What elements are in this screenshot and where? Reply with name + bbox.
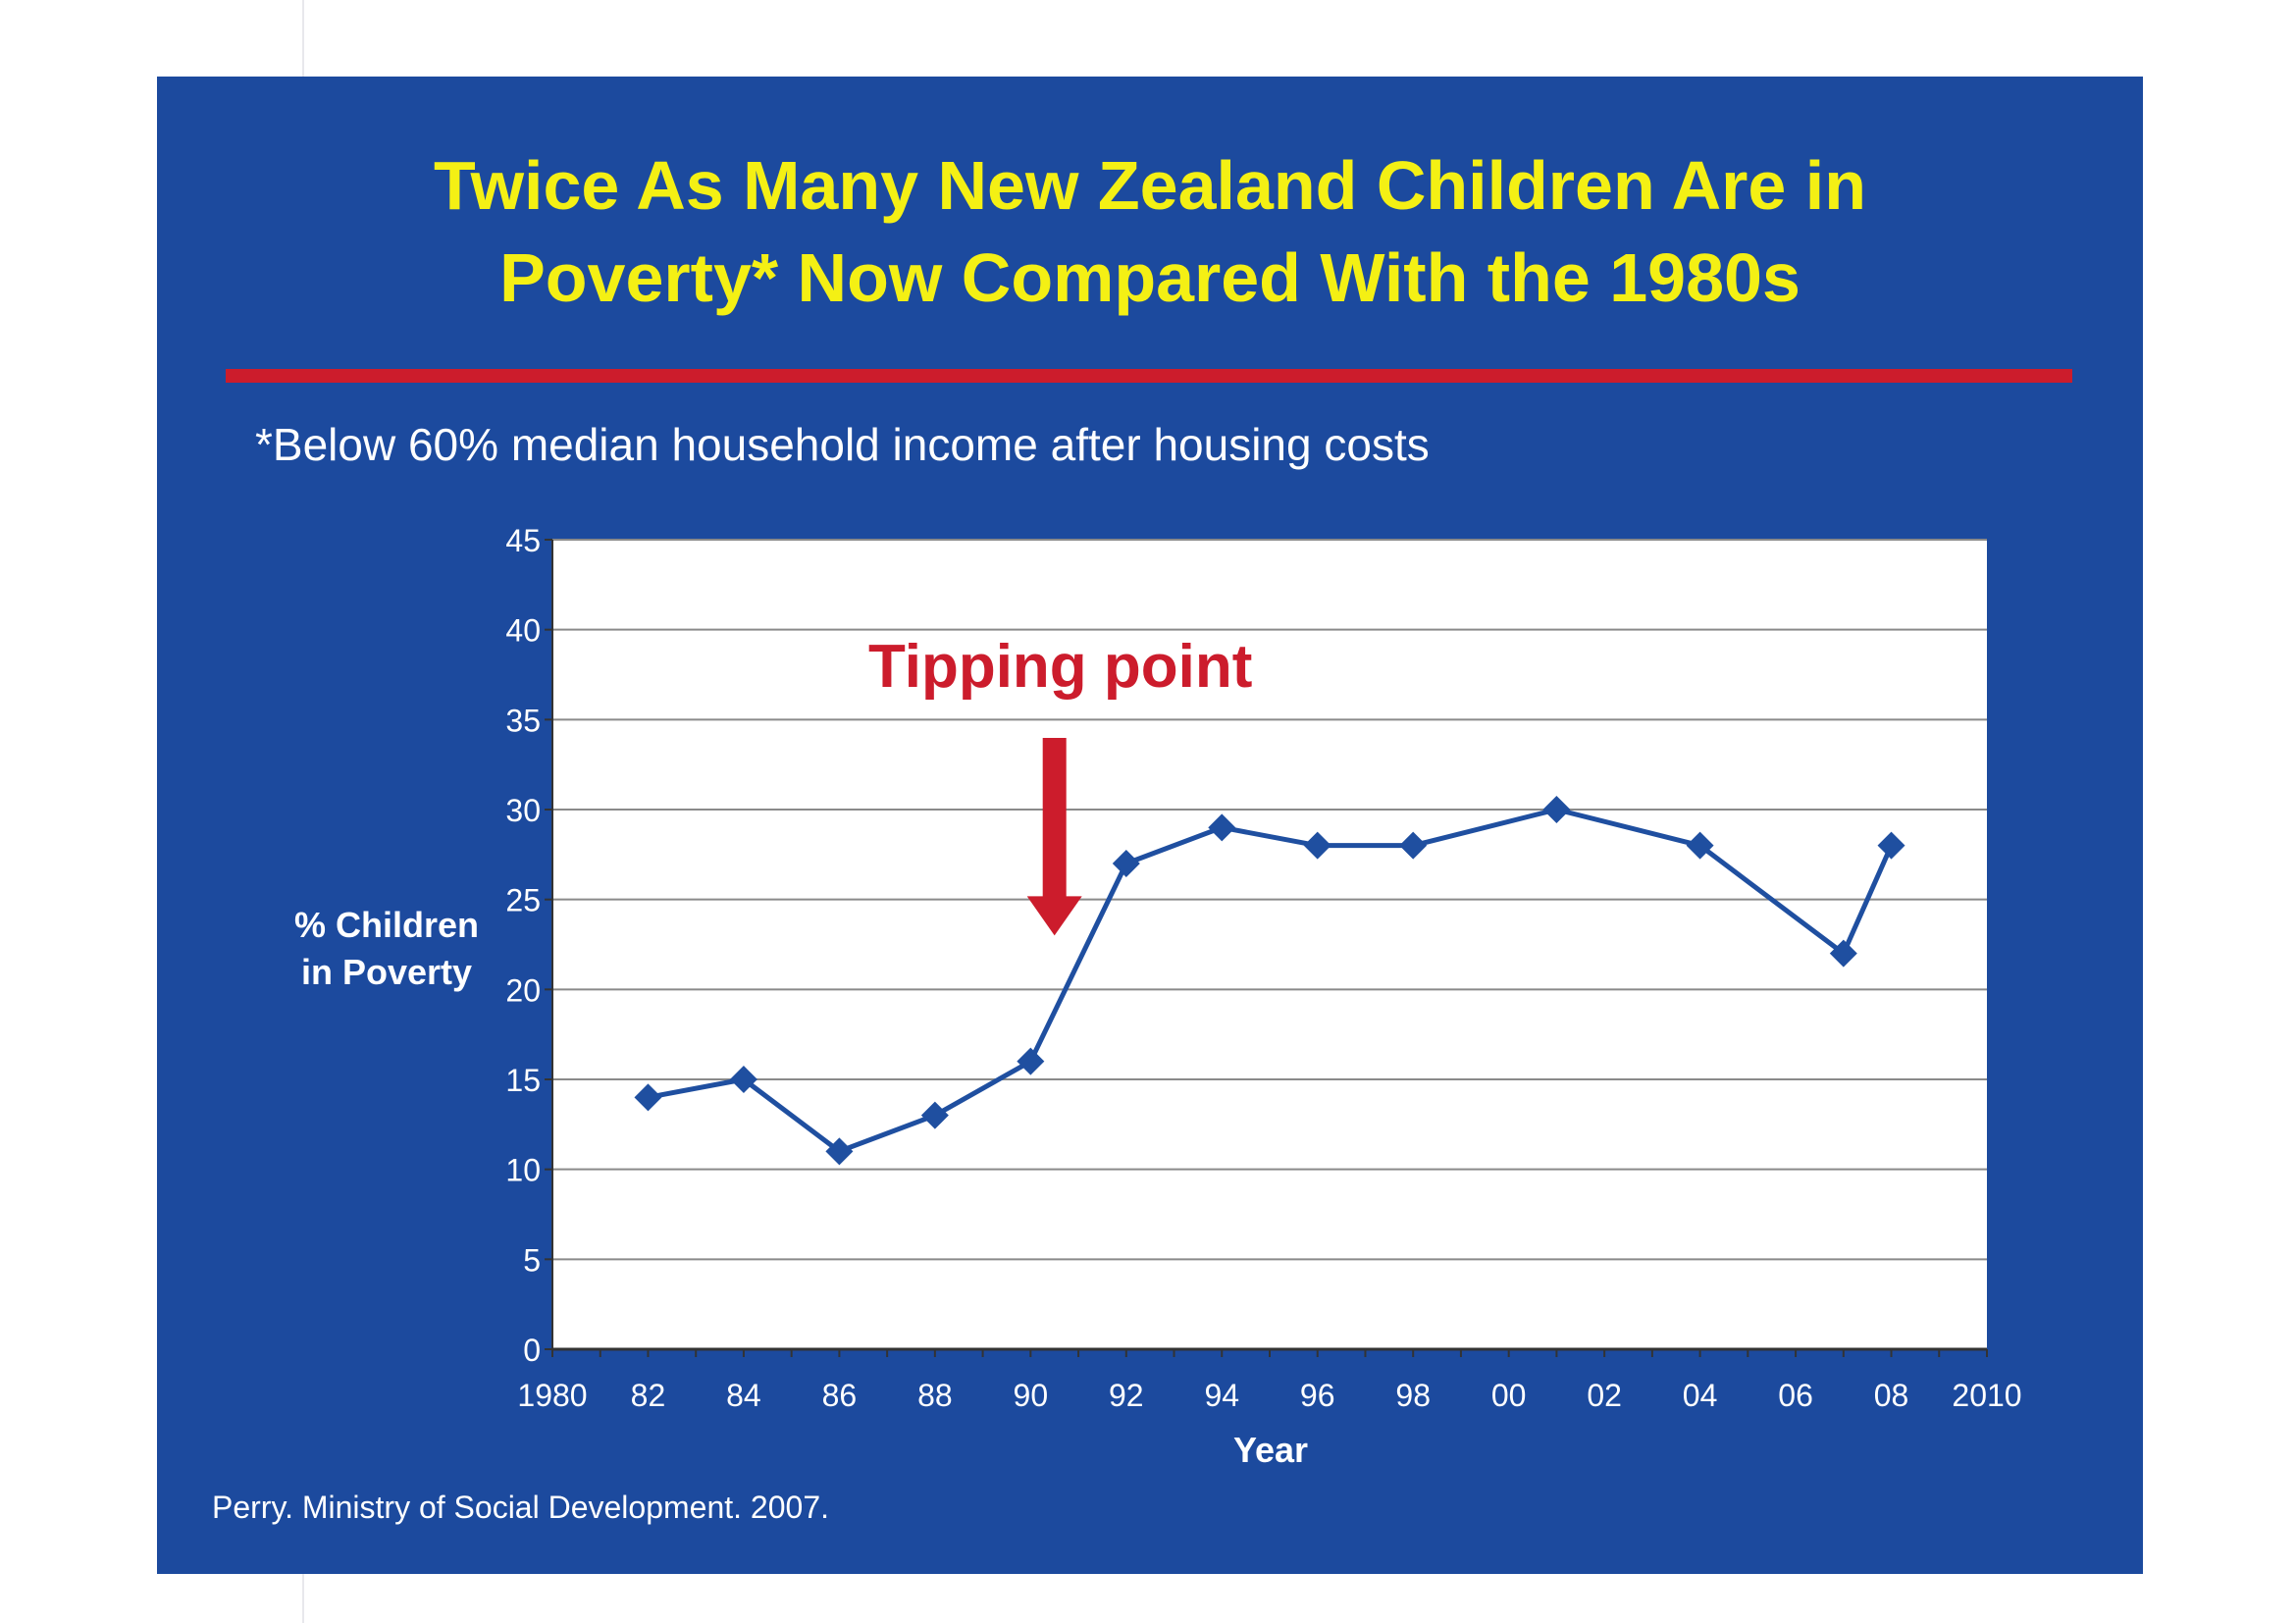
- x-tick-label: 84: [726, 1378, 761, 1413]
- x-tick-label: 2010: [1952, 1378, 2021, 1413]
- data-point: [1829, 939, 1857, 968]
- y-tick-label: 20: [505, 972, 541, 1008]
- data-point: [1686, 831, 1714, 860]
- x-tick-labels: 1980 82 84 86 88 90 92 94 96 98 00 02 04 06 08 2010: [517, 1378, 2021, 1413]
- data-point: [1542, 796, 1571, 823]
- data-point: [1399, 831, 1428, 860]
- x-tick-label: 06: [1778, 1378, 1813, 1413]
- x-tick-label: 94: [1204, 1378, 1239, 1413]
- x-tick-label: 96: [1300, 1378, 1335, 1413]
- slide-title: Twice As Many New Zealand Children Are i…: [157, 139, 2143, 324]
- x-axis-label: Year: [1233, 1430, 1308, 1470]
- x-tick-label: 1980: [517, 1378, 587, 1413]
- y-tick-label: 40: [505, 613, 541, 649]
- title-rule: [226, 369, 2072, 383]
- data-point: [634, 1083, 662, 1112]
- y-axis-label-line-1: % Children: [294, 905, 479, 945]
- x-tick-label: 98: [1395, 1378, 1431, 1413]
- y-axis-label-line-2: in Poverty: [301, 952, 472, 992]
- data-point: [1303, 831, 1331, 860]
- y-tick-label: 15: [505, 1063, 541, 1098]
- x-tick-label: 08: [1874, 1378, 1909, 1413]
- axes: [545, 539, 1988, 1357]
- y-tick-label: 25: [505, 883, 541, 918]
- x-tick-label: 88: [917, 1378, 953, 1413]
- x-tick-label: 00: [1491, 1378, 1527, 1413]
- x-tick-label: 82: [631, 1378, 666, 1413]
- tipping-point-label: Tipping point: [868, 633, 1252, 701]
- x-tick-label: 86: [822, 1378, 858, 1413]
- x-tick-label: 92: [1109, 1378, 1144, 1413]
- x-tick-label: 90: [1014, 1378, 1049, 1413]
- data-point: [825, 1137, 854, 1166]
- series: [634, 796, 1905, 1166]
- grid-lines: [552, 539, 1987, 1261]
- y-tick-label: 0: [523, 1333, 541, 1368]
- plot-area: [552, 540, 1987, 1349]
- data-point: [920, 1101, 949, 1129]
- slide-subtitle: *Below 60% median household income after…: [255, 419, 1430, 470]
- arrow-shaft: [1042, 738, 1067, 899]
- title-line-2: Poverty* Now Compared With the 1980s: [499, 239, 1800, 316]
- data-point: [1208, 813, 1236, 842]
- data-point: [729, 1066, 757, 1093]
- y-tick-labels: 0 5 10 15 20 25 30 35 40 45: [505, 523, 541, 1368]
- y-tick-label: 10: [505, 1153, 541, 1188]
- title-line-1: Twice As Many New Zealand Children Are i…: [434, 147, 1866, 224]
- arrow-head: [1026, 896, 1082, 936]
- y-tick-label: 5: [523, 1242, 541, 1278]
- x-tick-label: 04: [1683, 1378, 1718, 1413]
- y-tick-label: 45: [505, 523, 541, 558]
- data-point: [1017, 1047, 1045, 1075]
- data-point: [1112, 850, 1140, 877]
- data-point: [1877, 831, 1905, 860]
- y-tick-label: 30: [505, 793, 541, 828]
- x-tick-label: 02: [1587, 1378, 1622, 1413]
- source-citation: Perry. Ministry of Social Development. 2…: [212, 1490, 829, 1525]
- annotation: Tipping point: [868, 633, 1252, 936]
- y-tick-label: 35: [505, 703, 541, 738]
